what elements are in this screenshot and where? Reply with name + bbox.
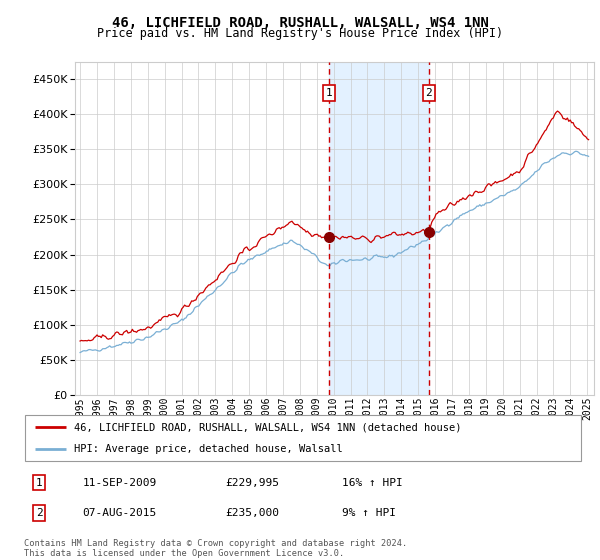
Text: 11-SEP-2009: 11-SEP-2009: [83, 478, 157, 488]
Text: HPI: Average price, detached house, Walsall: HPI: Average price, detached house, Wals…: [74, 444, 343, 454]
Text: Contains HM Land Registry data © Crown copyright and database right 2024.
This d: Contains HM Land Registry data © Crown c…: [24, 539, 407, 558]
Text: £235,000: £235,000: [225, 508, 279, 518]
Text: Price paid vs. HM Land Registry's House Price Index (HPI): Price paid vs. HM Land Registry's House …: [97, 27, 503, 40]
Bar: [329, 62, 429, 395]
Text: 1: 1: [35, 478, 43, 488]
Text: 16% ↑ HPI: 16% ↑ HPI: [342, 478, 403, 488]
Text: 2: 2: [35, 508, 43, 518]
Text: 46, LICHFIELD ROAD, RUSHALL, WALSALL, WS4 1NN: 46, LICHFIELD ROAD, RUSHALL, WALSALL, WS…: [112, 16, 488, 30]
Text: 9% ↑ HPI: 9% ↑ HPI: [342, 508, 396, 518]
Text: 46, LICHFIELD ROAD, RUSHALL, WALSALL, WS4 1NN (detached house): 46, LICHFIELD ROAD, RUSHALL, WALSALL, WS…: [74, 422, 462, 432]
Text: 07-AUG-2015: 07-AUG-2015: [83, 508, 157, 518]
FancyBboxPatch shape: [25, 416, 581, 461]
Text: 2: 2: [425, 88, 432, 98]
Text: 1: 1: [325, 88, 332, 98]
Text: £229,995: £229,995: [225, 478, 279, 488]
